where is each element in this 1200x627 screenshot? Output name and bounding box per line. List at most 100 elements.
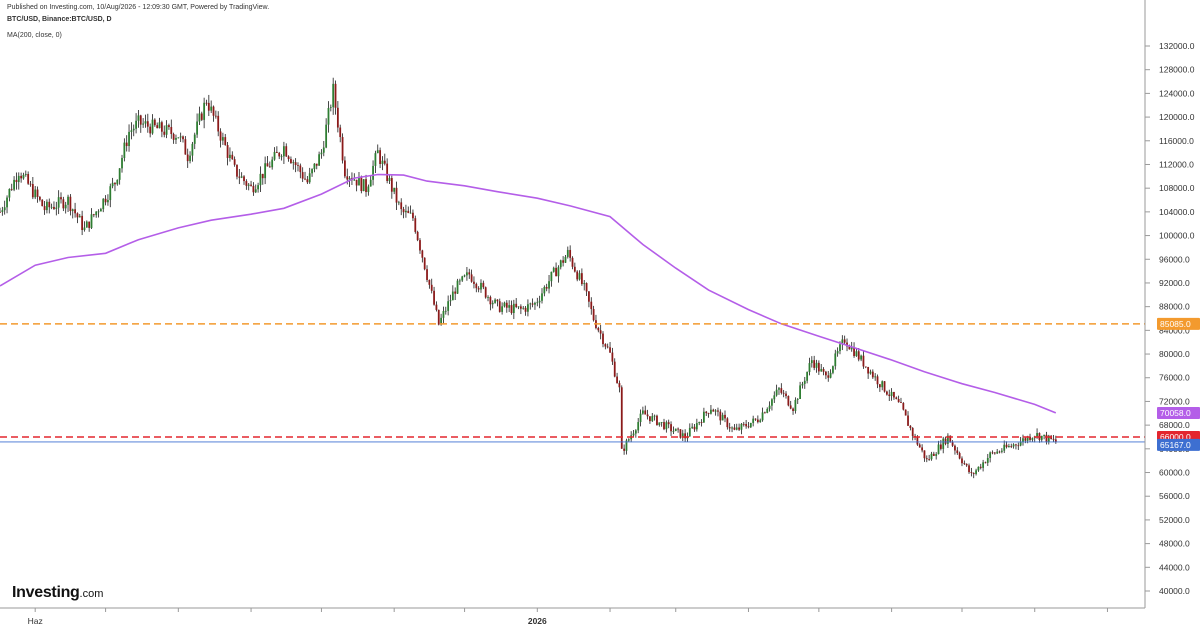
candle-body [641,410,644,414]
candle-body [827,375,830,378]
candle-body [41,199,44,207]
candle-body [318,154,320,166]
candle-body [991,452,994,454]
candle-body [480,282,482,290]
candle-body [132,128,135,131]
candle-body [771,399,773,406]
candle-body [76,213,79,218]
candle-body [618,383,621,388]
candle-body [522,307,525,309]
candle-body [893,391,895,398]
candle-body [114,182,116,185]
candle-body [503,302,506,307]
candle-body [775,389,778,396]
candle-body [604,344,607,347]
candle-body [31,184,34,198]
candle-body [498,301,501,312]
price-tick-label: 112000.0 [1159,159,1194,169]
time-label: 2026 [528,616,547,626]
candle-body [766,408,769,413]
candle-body [451,291,454,301]
candle-body [456,280,459,294]
candle-body [972,473,975,474]
candle-body [801,383,804,386]
candle-body [1043,434,1046,436]
candle-body [580,273,583,285]
candle-body [3,207,6,211]
candle-body [803,380,806,384]
candle-body [989,452,992,458]
candle-body [954,445,956,451]
candle-body [545,287,548,289]
candle-body [475,283,478,289]
candle-body [1031,438,1034,440]
candle-body [968,465,970,473]
candle-body [963,463,966,464]
candle-body [763,412,766,414]
candle-body [205,102,208,104]
candle-body [494,299,496,303]
candle-body [935,454,938,456]
candle-body [623,448,626,451]
candle-body [1036,433,1038,437]
candle-body [156,125,159,129]
candle-body [332,83,335,108]
candle-body [742,423,745,425]
time-axis: Haz 2026 [0,607,1145,626]
price-tick-label: 96000.0 [1159,254,1190,264]
price-tick-label: 120000.0 [1159,112,1195,122]
candle-body [217,115,220,132]
price-tag-label: 66000.0 [1160,432,1191,442]
candle-body [259,173,262,186]
candle-body [895,397,898,400]
candle-body [651,416,654,422]
candle-body [315,163,318,166]
price-tag [1157,317,1200,330]
candle-body [658,422,661,426]
candle-body [160,122,163,132]
investing-logo[interactable]: Investing.com [12,584,103,602]
candle-body [794,399,797,411]
candle-body [759,420,762,423]
candle-body [463,275,466,277]
candle-body [839,344,841,352]
candle-body [123,142,126,158]
candle-body [900,402,902,404]
candle-body [813,360,816,368]
candle-body [121,157,123,169]
price-tick-label: 56000.0 [1159,491,1190,501]
candle-body [412,212,414,219]
candle-body [442,311,445,318]
candle-body [226,145,229,158]
published-caption: Published on Investing.com, 10/Aug/2026 … [7,4,270,11]
candle-body [1017,445,1020,447]
candle-body [606,346,609,348]
candle-body [705,411,708,414]
candle-body [672,431,675,432]
candle-body [862,355,865,367]
candle-body [85,221,88,228]
candle-body [433,290,435,305]
candle-body [38,196,41,200]
candle-body [374,153,377,166]
candle-body [860,355,862,360]
candle-body [191,143,194,156]
candle-body [362,179,365,192]
horizontal-levels [0,323,1145,443]
candle-body [304,178,306,180]
candle-body [88,221,91,228]
candle-body [53,206,55,209]
candle-body [229,154,231,158]
candle-body [829,372,832,378]
candle-body [367,186,370,193]
candle-body [334,83,337,108]
candle-body [505,302,508,308]
candle-body [444,310,447,312]
candle-body [6,197,8,208]
candle-body [92,214,95,216]
candle-body [299,165,302,173]
candle-body [691,426,694,428]
candle-body [951,442,954,446]
candle-body [735,427,738,430]
